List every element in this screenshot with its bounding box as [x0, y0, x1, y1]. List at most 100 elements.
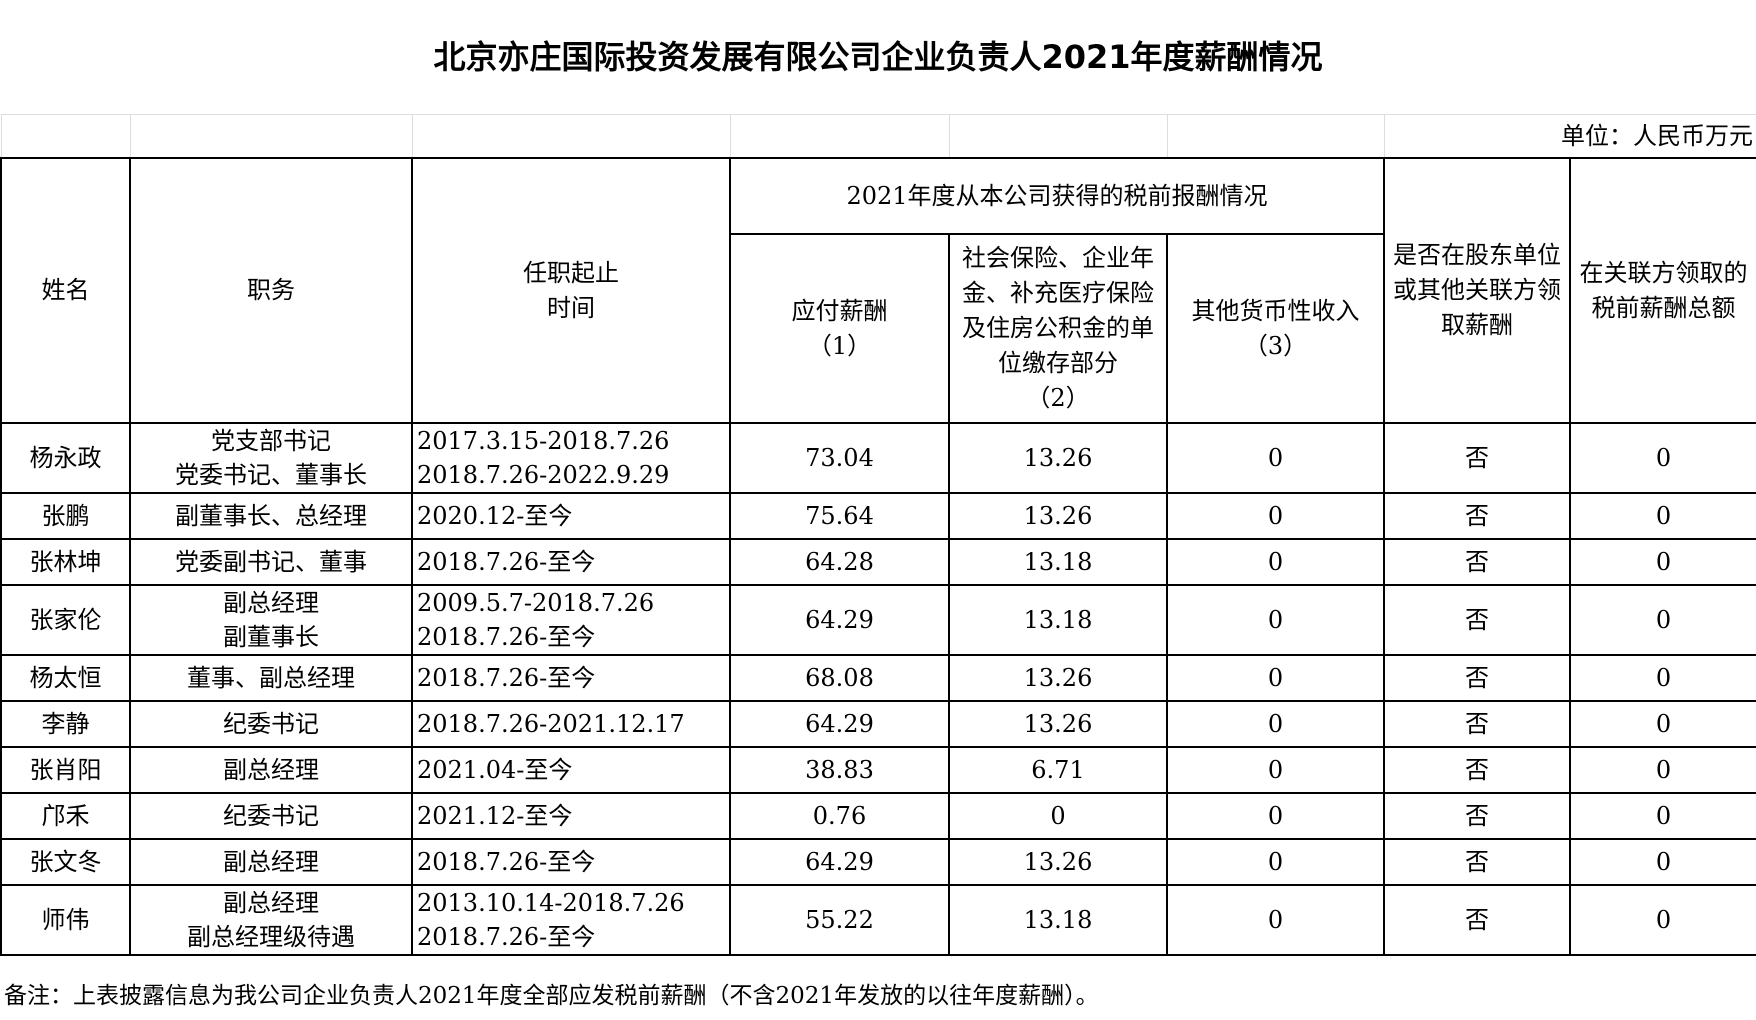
cell-other: 0	[1166, 746, 1385, 794]
cell-salary: 38.83	[729, 746, 950, 794]
header-related-total: 在关联方领取的税前薪酬总额	[1569, 157, 1756, 424]
cell-related-total: 0	[1569, 584, 1756, 656]
cell-insurance: 13.18	[948, 538, 1168, 586]
cell-other: 0	[1166, 538, 1385, 586]
cell-insurance: 13.26	[948, 654, 1168, 702]
cell-related-total: 0	[1569, 884, 1756, 956]
unit-label: 单位：人民币万元	[1383, 114, 1756, 158]
cell-related: 否	[1383, 422, 1571, 494]
cell-other: 0	[1166, 792, 1385, 840]
cell-other: 0	[1166, 884, 1385, 956]
cell-position: 副董事长、总经理	[129, 492, 413, 540]
table-row: 李静 纪委书记 2018.7.26-2021.12.17 64.29 13.26 0 否 0	[0, 700, 1756, 748]
cell-position: 副总经理	[129, 838, 413, 886]
table-row: 杨永政 党支部书记 党委书记、董事长 2017.3.15-2018.7.26 201…	[0, 422, 1756, 494]
cell-name: 师伟	[0, 884, 131, 956]
cell-related-total: 0	[1569, 838, 1756, 886]
cell-related-total: 0	[1569, 538, 1756, 586]
cell-name: 李静	[0, 700, 131, 748]
cell-term: 2018.7.26-至今	[411, 838, 731, 886]
cell-term: 2013.10.14-2018.7.26 2018.7.26-至今	[411, 884, 731, 956]
cell-term: 2020.12-至今	[411, 492, 731, 540]
table-row: 师伟 副总经理 副总经理级待遇 2013.10.14-2018.7.26 2018.…	[0, 884, 1756, 956]
cell-position: 纪委书记	[129, 700, 413, 748]
cell-term: 2009.5.7-2018.7.26 2018.7.26-至今	[411, 584, 731, 656]
table-row: 张文冬 副总经理 2018.7.26-至今 64.29 13.26 0 否 0	[0, 838, 1756, 886]
cell-name: 张肖阳	[0, 746, 131, 794]
cell-related-total: 0	[1569, 422, 1756, 494]
cell-insurance: 0	[948, 792, 1168, 840]
cell-name: 杨太恒	[0, 654, 131, 702]
header-salary: 应付薪酬 （1）	[729, 233, 950, 424]
cell-insurance: 13.18	[948, 584, 1168, 656]
cell-name: 邝禾	[0, 792, 131, 840]
cell-position: 副总经理	[129, 746, 413, 794]
cell-other: 0	[1166, 422, 1385, 494]
cell-name: 杨永政	[0, 422, 131, 494]
subheader-row: 应付薪酬 （1） 社会保险、企业年金、补充医疗保险及住房公积金的单位缴存部分 （…	[1, 233, 1756, 424]
header-position: 职务	[129, 157, 413, 424]
cell-insurance: 13.18	[948, 884, 1168, 956]
table-row: 张肖阳 副总经理 2021.04-至今 38.83 6.71 0 否 0	[0, 746, 1756, 794]
cell-position: 副总经理 副总经理级待遇	[129, 884, 413, 956]
cell-term: 2018.7.26-至今	[411, 654, 731, 702]
cell-name: 张家伦	[0, 584, 131, 656]
cell-position: 副总经理 副董事长	[129, 584, 413, 656]
cell-salary: 55.22	[729, 884, 950, 956]
cell-insurance: 13.26	[948, 422, 1168, 494]
cell-other: 0	[1166, 838, 1385, 886]
header-related: 是否在股东单位或其他关联方领取薪酬	[1383, 157, 1571, 424]
cell-insurance: 13.26	[948, 838, 1168, 886]
header-group: 2021年度从本公司获得的税前报酬情况	[729, 157, 1385, 235]
cell-related-total: 0	[1569, 792, 1756, 840]
table-row: 张鹏 副董事长、总经理 2020.12-至今 75.64 13.26 0 否 0	[0, 492, 1756, 540]
cell-other: 0	[1166, 584, 1385, 656]
cell-related-total: 0	[1569, 700, 1756, 748]
cell-name: 张林坤	[0, 538, 131, 586]
header-term: 任职起止 时间	[411, 157, 731, 424]
cell-related-total: 0	[1569, 654, 1756, 702]
header-other: 其他货币性收入 （3）	[1166, 233, 1385, 424]
header-name: 姓名	[0, 157, 131, 424]
cell-related: 否	[1383, 654, 1571, 702]
header-insurance: 社会保险、企业年金、补充医疗保险及住房公积金的单位缴存部分 （2）	[948, 233, 1168, 424]
cell-insurance: 13.26	[948, 700, 1168, 748]
unit-row: 单位：人民币万元	[0, 114, 1756, 158]
cell-salary: 64.28	[729, 538, 950, 586]
cell-salary: 64.29	[729, 584, 950, 656]
cell-related: 否	[1383, 584, 1571, 656]
cell-other: 0	[1166, 700, 1385, 748]
cell-salary: 0.76	[729, 792, 950, 840]
cell-other: 0	[1166, 492, 1385, 540]
cell-term: 2021.04-至今	[411, 746, 731, 794]
cell-position: 董事、副总经理	[129, 654, 413, 702]
cell-position: 党支部书记 党委书记、董事长	[129, 422, 413, 494]
cell-related: 否	[1383, 538, 1571, 586]
cell-related: 否	[1383, 746, 1571, 794]
cell-related: 否	[1383, 492, 1571, 540]
cell-related-total: 0	[1569, 746, 1756, 794]
cell-name: 张文冬	[0, 838, 131, 886]
cell-term: 2017.3.15-2018.7.26 2018.7.26-2022.9.29	[411, 422, 731, 494]
cell-term: 2021.12-至今	[411, 792, 731, 840]
cell-term: 2018.7.26-2021.12.17	[411, 700, 731, 748]
cell-related: 否	[1383, 838, 1571, 886]
cell-salary: 68.08	[729, 654, 950, 702]
cell-position: 纪委书记	[129, 792, 413, 840]
cell-salary: 64.29	[729, 838, 950, 886]
cell-related: 否	[1383, 792, 1571, 840]
table-row: 张家伦 副总经理 副董事长 2009.5.7-2018.7.26 2018.7.26…	[0, 584, 1756, 656]
table-row: 杨太恒 董事、副总经理 2018.7.26-至今 68.08 13.26 0 否 0	[0, 654, 1756, 702]
cell-related: 否	[1383, 700, 1571, 748]
header-row: 姓名 职务 任职起止 时间 2021年度从本公司获得的税前报酬情况 是否在股东单…	[0, 157, 1756, 424]
page-title: 北京亦庄国际投资发展有限公司企业负责人2021年度薪酬情况	[433, 38, 1323, 76]
cell-salary: 64.29	[729, 700, 950, 748]
cell-related: 否	[1383, 884, 1571, 956]
cell-other: 0	[1166, 654, 1385, 702]
table-row: 邝禾 纪委书记 2021.12-至今 0.76 0 0 否 0	[0, 792, 1756, 840]
table-row: 张林坤 党委副书记、董事 2018.7.26-至今 64.28 13.18 0 否 0	[0, 538, 1756, 586]
cell-term: 2018.7.26-至今	[411, 538, 731, 586]
cell-name: 张鹏	[0, 492, 131, 540]
salary-table: 单位：人民币万元 姓名 职务 任职起止 时间 2021年度从本公司获得的税前报酬…	[0, 114, 1756, 956]
footnote: 备注：上表披露信息为我公司企业负责人2021年度全部应发税前薪酬（不含2021年…	[4, 983, 1099, 1009]
